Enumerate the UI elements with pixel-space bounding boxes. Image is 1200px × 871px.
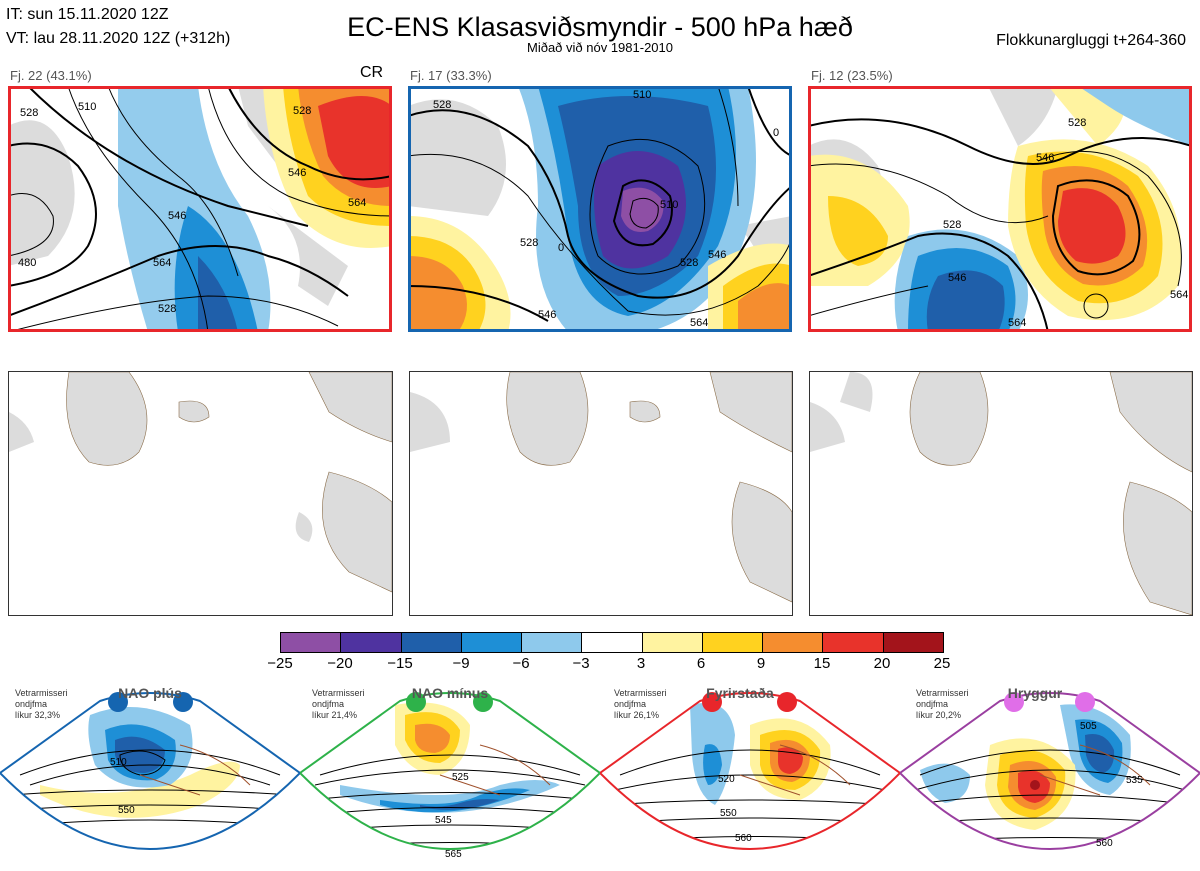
page-subtitle: Miðað við nóv 1981-2010 (527, 40, 673, 55)
regime-nao-minus: 525 545 565 NAO mínus Vetrarmisseri ondjf… (300, 685, 600, 871)
empty-map-2 (409, 371, 793, 616)
regime-blocking: 520 550 560 Fyrirstaða Vetrarmisseri ondj… (600, 685, 900, 871)
cluster-3-map: 528 546 528 546 564 564 (808, 86, 1192, 332)
regime-stat: Vetrarmisseri ondjfma líkur 26,1% (614, 688, 667, 720)
cluster-1-tag: CR (360, 64, 384, 81)
colorbar-tick: −20 (327, 655, 353, 672)
regime-title: Fyrirstaða (706, 685, 774, 701)
svg-text:528: 528 (520, 237, 538, 249)
svg-text:546: 546 (948, 272, 966, 284)
empty-map-3 (809, 371, 1193, 616)
svg-text:510: 510 (78, 101, 96, 113)
regime-stat: Vetrarmisseri ondjfma líkur 21,4% (312, 688, 365, 720)
svg-text:550: 550 (720, 808, 737, 819)
regime-title: Hryggur (1007, 685, 1063, 701)
colorbar-tick: −15 (387, 655, 413, 672)
regime-title: NAO plús (118, 685, 182, 701)
svg-text:550: 550 (118, 805, 135, 816)
svg-text:546: 546 (168, 210, 186, 222)
svg-text:535: 535 (1126, 775, 1143, 786)
colorbar-swatch (582, 633, 643, 652)
svg-text:528: 528 (943, 219, 961, 231)
svg-text:545: 545 (435, 815, 452, 826)
colorbar-swatch (763, 633, 824, 652)
svg-text:565: 565 (445, 849, 462, 860)
svg-text:480: 480 (18, 257, 36, 269)
svg-text:510: 510 (633, 89, 651, 101)
svg-text:560: 560 (735, 833, 752, 844)
colorbar-swatch (702, 633, 764, 652)
colorbar-swatch (341, 633, 402, 652)
svg-text:560: 560 (1096, 838, 1113, 849)
cluster-1-map: 528 546 564 528 510 546 528 564 480 (8, 86, 392, 332)
colorbar-tick: 6 (696, 655, 706, 672)
svg-text:564: 564 (1008, 317, 1026, 329)
colorbar-tick: −6 (512, 655, 530, 672)
regime-stat: Vetrarmisseri ondjfma líkur 20,2% (916, 688, 969, 720)
regime-title: NAO mínus (411, 685, 489, 701)
svg-text:528: 528 (158, 303, 176, 315)
colorbar-tick: −3 (572, 655, 590, 672)
page-title: EC-ENS Klasasviðsmyndir - 500 hPa hæð (347, 12, 853, 42)
regime-ridge: 505 535 560 Hryggur Vetrarmisseri ondjfma… (900, 685, 1200, 871)
colorbar-swatch (461, 633, 523, 652)
colorbar-swatch (642, 633, 703, 652)
svg-text:510: 510 (660, 199, 678, 211)
empty-map-1 (8, 371, 393, 616)
svg-text:0: 0 (558, 242, 564, 254)
svg-text:510: 510 (110, 757, 127, 768)
svg-text:564: 564 (348, 197, 366, 209)
colorbar-tick: 3 (636, 655, 646, 672)
colorbar-tick: 20 (873, 655, 891, 672)
cluster-2-label: Fj. 17 (33.3%) (410, 68, 492, 83)
svg-text:520: 520 (718, 774, 735, 785)
colorbar-swatch (883, 633, 943, 652)
colorbar-tick: 9 (756, 655, 766, 672)
colorbar-tick: 25 (933, 655, 951, 672)
cluster-1-frame (8, 86, 392, 332)
svg-text:528: 528 (20, 107, 38, 119)
cluster-2-frame (408, 86, 792, 332)
colorbar-tick: −9 (452, 655, 470, 672)
svg-text:525: 525 (452, 772, 469, 783)
init-time: IT: sun 15.11.2020 12Z (6, 6, 169, 23)
cluster-3-label: Fj. 12 (23.5%) (811, 68, 893, 83)
cluster-window: Flokkunargluggi t+264-360 (996, 32, 1186, 49)
svg-text:546: 546 (708, 249, 726, 261)
svg-text:546: 546 (288, 167, 306, 179)
colorbar-swatch (522, 633, 583, 652)
svg-text:564: 564 (153, 257, 171, 269)
svg-text:564: 564 (690, 317, 708, 329)
svg-text:546: 546 (538, 309, 556, 321)
colorbar-swatch (823, 633, 884, 652)
valid-time: VT: lau 28.11.2020 12Z (+312h) (6, 30, 231, 47)
svg-text:505: 505 (1080, 721, 1097, 732)
svg-text:528: 528 (433, 99, 451, 111)
colorbar-tick: −25 (267, 655, 293, 672)
cluster-2-map: 528 510 528 546 0 510 528 546 564 0 (408, 86, 792, 332)
colorbar-tick: 15 (813, 655, 831, 672)
svg-text:0: 0 (773, 127, 779, 139)
regime-stat: Vetrarmisseri ondjfma líkur 32,3% (15, 688, 68, 720)
svg-text:528: 528 (293, 105, 311, 117)
colorbar (280, 632, 944, 653)
regime-nao-plus: 510 550 NAO plús Vetrarmisseri ondjfma lík… (0, 685, 300, 871)
svg-text:564: 564 (1170, 289, 1188, 301)
colorbar-swatch (281, 633, 342, 652)
svg-text:528: 528 (680, 257, 698, 269)
svg-text:546: 546 (1036, 152, 1054, 164)
colorbar-swatch (401, 633, 462, 652)
svg-text:528: 528 (1068, 117, 1086, 129)
cluster-1-label: Fj. 22 (43.1%) (10, 68, 92, 83)
cluster-3-frame (808, 86, 1192, 332)
